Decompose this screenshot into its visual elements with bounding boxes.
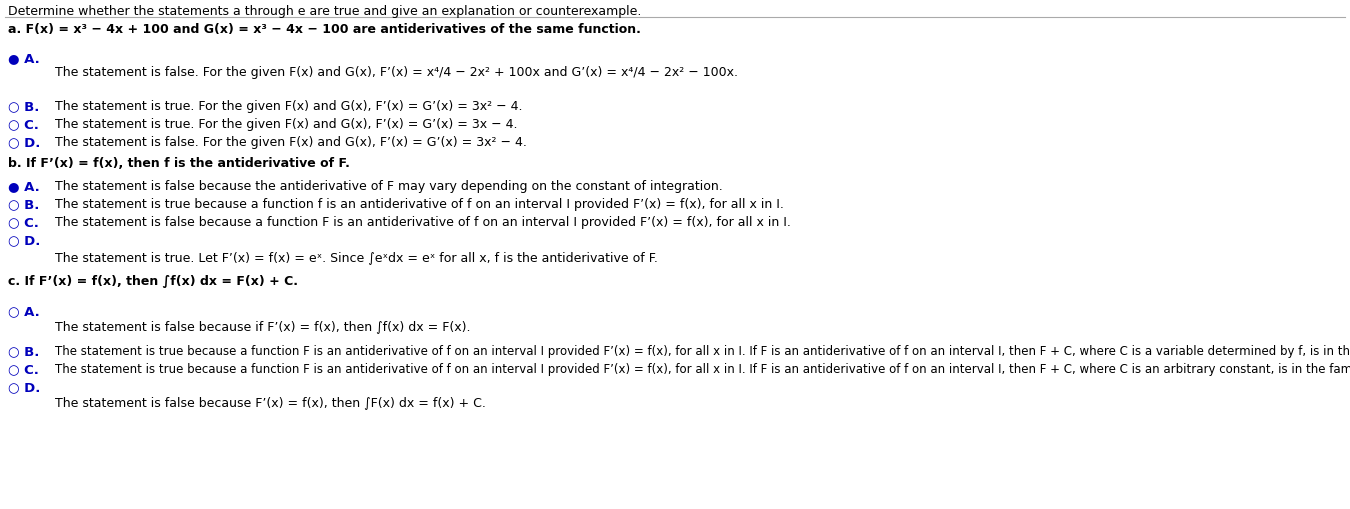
Text: b. If F’(x) = f(x), then f is the antiderivative of F.: b. If F’(x) = f(x), then f is the antide… [8,157,350,169]
Text: c. If F’(x) = f(x), then ∫f(x) dx = F(x) + C.: c. If F’(x) = f(x), then ∫f(x) dx = F(x)… [8,274,298,288]
Text: The statement is false because a function F is an antiderivative of f on an inte: The statement is false because a functio… [55,216,791,229]
Text: a. F(x) = x³ − 4x + 100 and G(x) = x³ − 4x − 100 are antiderivatives of the same: a. F(x) = x³ − 4x + 100 and G(x) = x³ − … [8,23,641,36]
Text: The statement is true because a function F is an antiderivative of f on an inter: The statement is true because a function… [55,362,1350,375]
Text: The statement is false. For the given F(x) and G(x), F’(x) = x⁴/4 − 2x² + 100x a: The statement is false. For the given F(… [55,66,738,79]
Text: ○ B.: ○ B. [8,344,39,357]
Text: ○ B.: ○ B. [8,100,39,113]
Text: The statement is false because the antiderivative of F may vary depending on the: The statement is false because the antid… [55,180,722,192]
Text: The statement is true because a function f is an antiderivative of f on an inter: The statement is true because a function… [55,197,784,211]
Text: ○ D.: ○ D. [8,234,40,246]
Text: ○ A.: ○ A. [8,304,39,318]
Text: The statement is true. Let F’(x) = f(x) = eˣ. Since ∫eˣdx = eˣ for all x, f is t: The statement is true. Let F’(x) = f(x) … [55,250,657,264]
Text: Determine whether the statements a through e are true and give an explanation or: Determine whether the statements a throu… [8,5,641,18]
Text: ○ D.: ○ D. [8,380,40,393]
Text: The statement is true because a function F is an antiderivative of f on an inter: The statement is true because a function… [55,344,1350,357]
Text: The statement is false. For the given F(x) and G(x), F’(x) = G’(x) = 3x² − 4.: The statement is false. For the given F(… [55,136,526,149]
Text: ○ D.: ○ D. [8,136,40,149]
Text: The statement is false because F’(x) = f(x), then ∫F(x) dx = f(x) + C.: The statement is false because F’(x) = f… [55,395,486,408]
Text: ○ C.: ○ C. [8,362,39,375]
Text: The statement is true. For the given F(x) and G(x), F’(x) = G’(x) = 3x − 4.: The statement is true. For the given F(x… [55,118,517,131]
Text: The statement is false because if F’(x) = f(x), then ∫f(x) dx = F(x).: The statement is false because if F’(x) … [55,319,471,332]
Text: ● A.: ● A. [8,52,39,65]
Text: ● A.: ● A. [8,180,39,192]
Text: ○ B.: ○ B. [8,197,39,211]
Text: ○ C.: ○ C. [8,216,39,229]
Text: ○ C.: ○ C. [8,118,39,131]
Text: The statement is true. For the given F(x) and G(x), F’(x) = G’(x) = 3x² − 4.: The statement is true. For the given F(x… [55,100,522,113]
